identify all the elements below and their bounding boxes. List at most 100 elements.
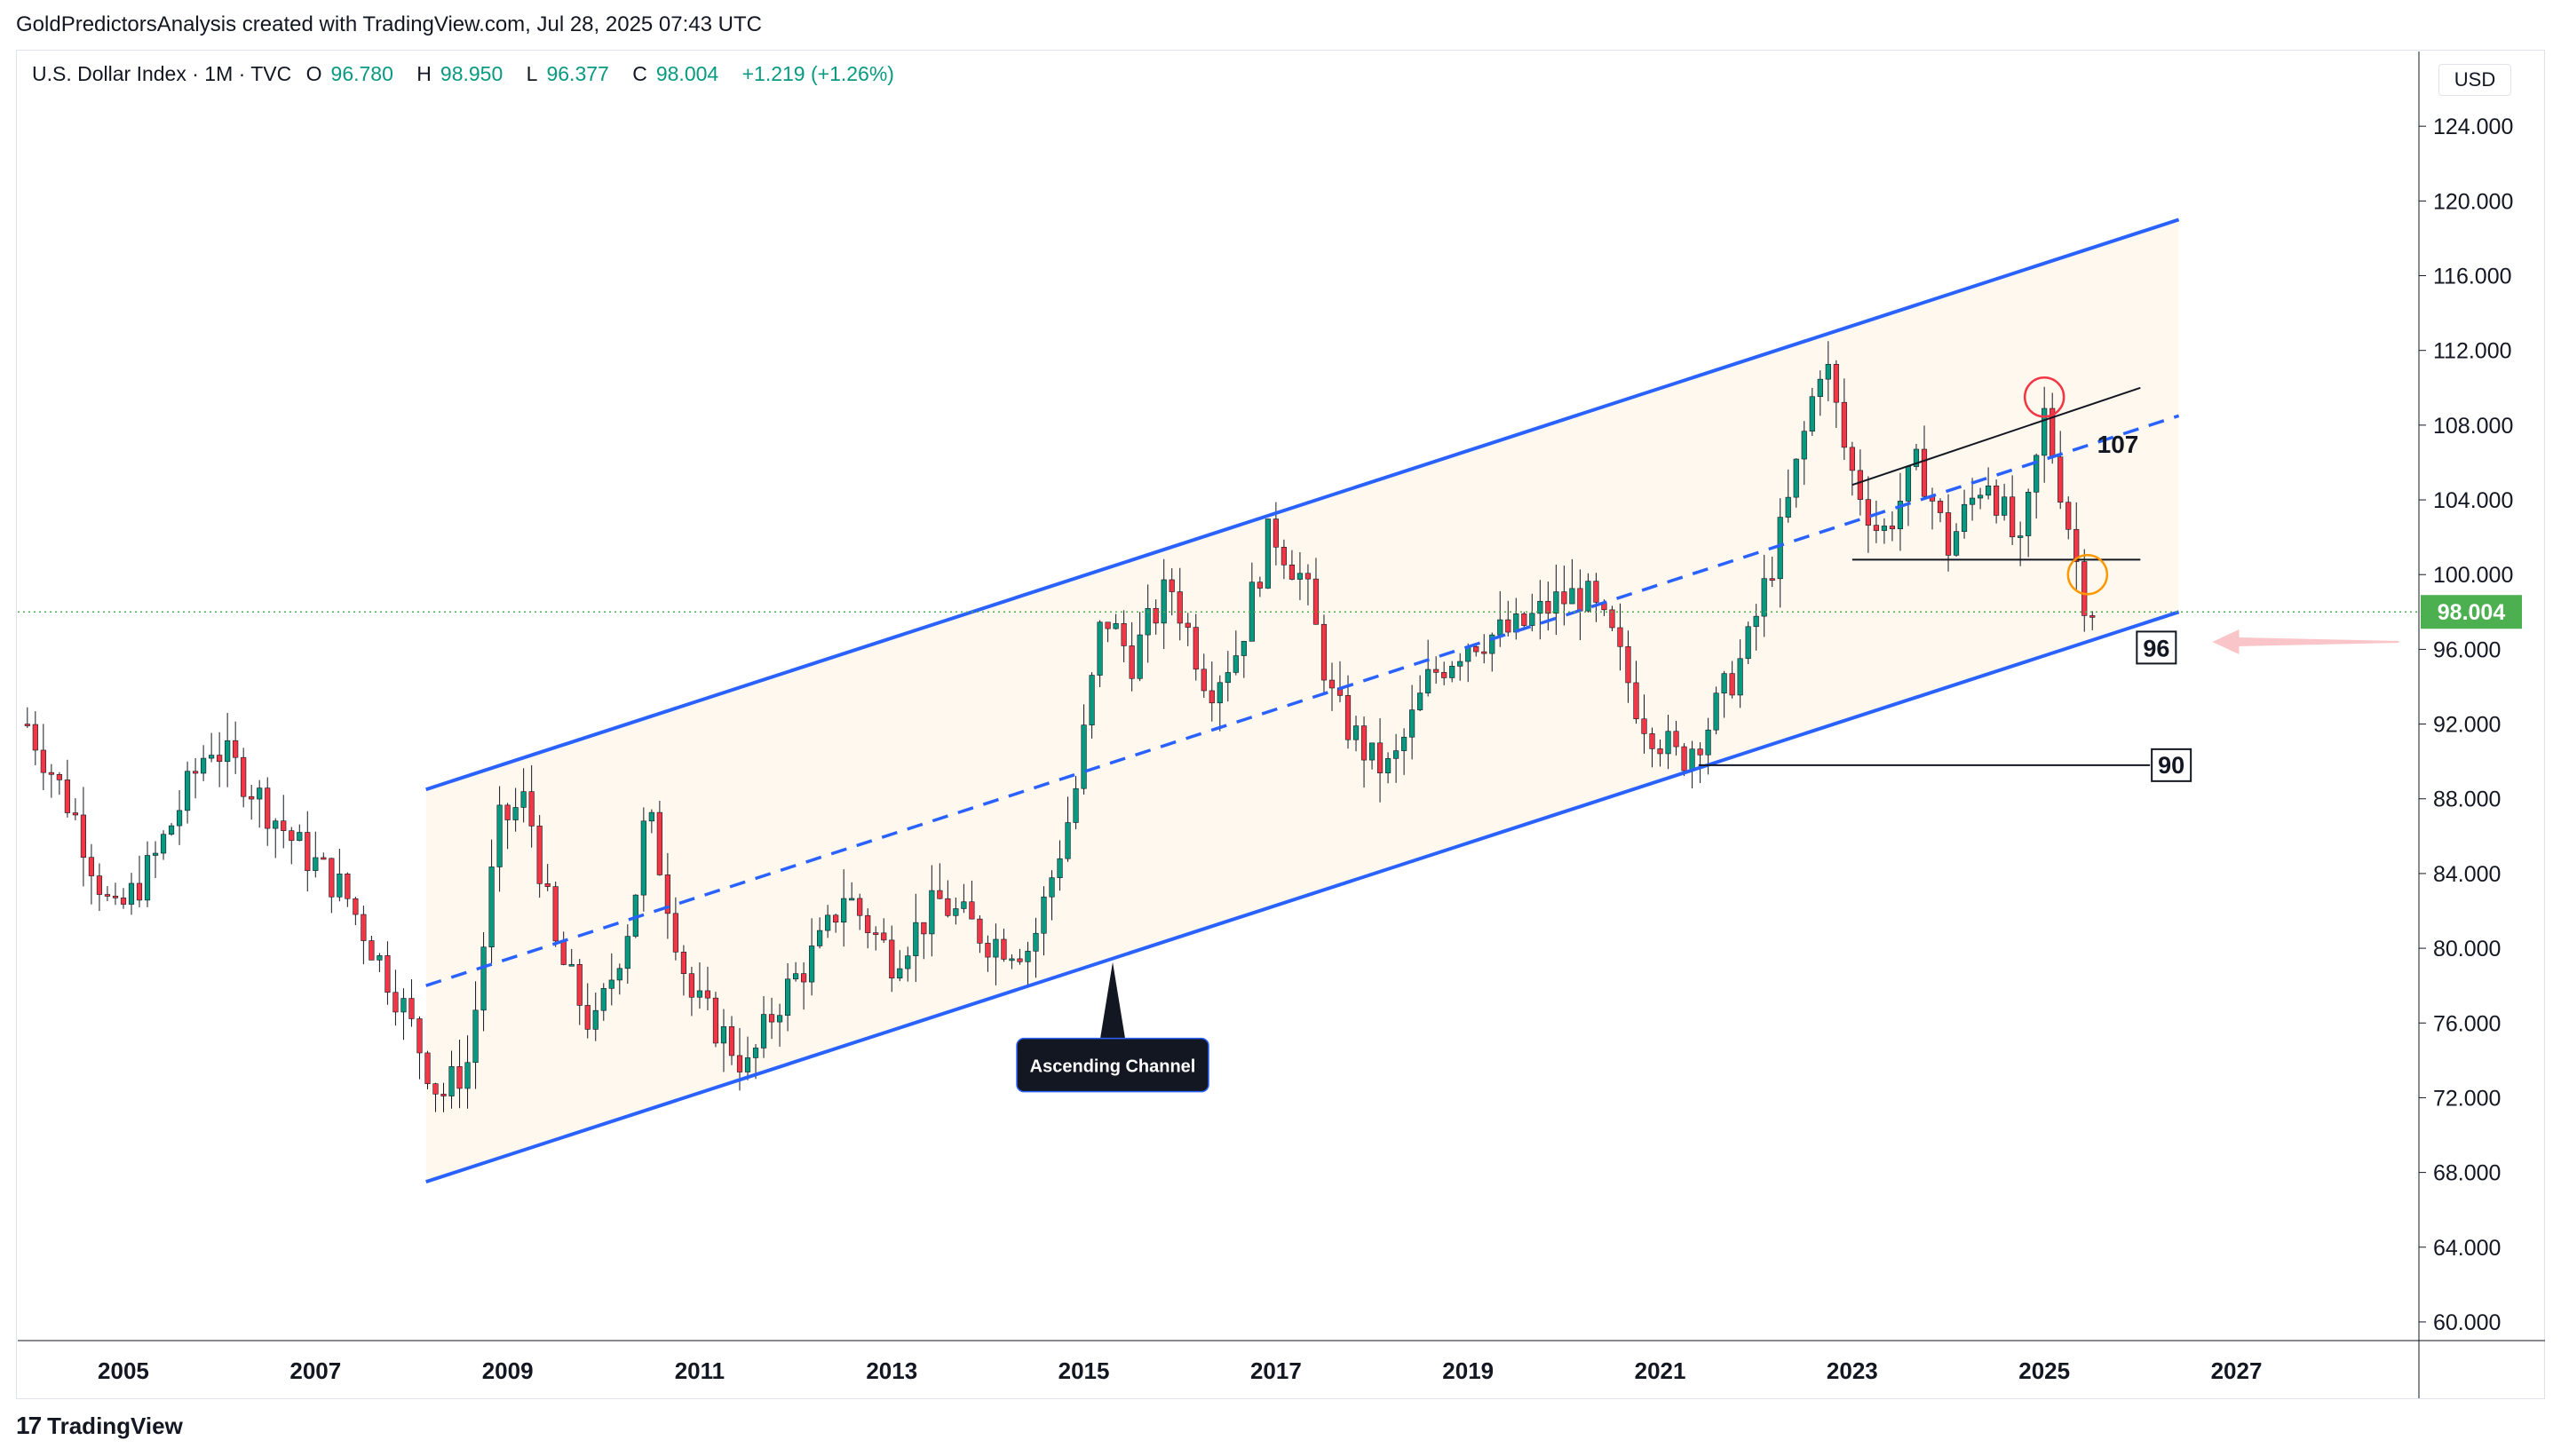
candle-body — [624, 936, 630, 969]
candle-body — [1009, 958, 1015, 961]
y-tick-label: 88.000 — [2433, 787, 2501, 812]
candle-body — [1785, 496, 1791, 518]
close-label: C — [632, 62, 647, 85]
candle-body — [2081, 561, 2088, 616]
candle-body — [1241, 640, 1247, 656]
candle-body — [544, 883, 551, 887]
candle-body — [392, 992, 399, 1013]
candle-body — [136, 882, 143, 901]
candle-body — [168, 825, 175, 835]
channel-lower-line[interactable] — [425, 610, 2180, 1184]
y-tick-label: 108.000 — [2433, 414, 2513, 439]
ascending-channel-callout[interactable] — [1016, 1037, 1209, 1093]
candle-body — [241, 756, 247, 797]
currency-button[interactable]: USD — [2438, 64, 2511, 96]
candle-body — [704, 990, 711, 999]
candle-body — [1025, 951, 1031, 962]
candle-body — [225, 740, 231, 763]
candle-body — [2065, 502, 2072, 530]
candle-body — [217, 755, 223, 763]
pattern-top-line[interactable] — [1851, 386, 2141, 487]
level-96-box — [2136, 630, 2177, 665]
candle-body — [1217, 682, 1223, 704]
candle-body — [361, 914, 367, 941]
tradingview-footer[interactable]: 17 TradingView — [16, 1412, 183, 1440]
candle-body — [2089, 615, 2096, 618]
candle-body — [728, 1026, 735, 1056]
candle-body — [696, 990, 703, 998]
candle-body — [209, 755, 215, 759]
candle-body — [680, 952, 687, 974]
candle-body — [1409, 709, 1415, 738]
candle-body — [929, 890, 935, 935]
candle-body — [656, 811, 662, 875]
candle-body — [1473, 645, 1479, 653]
candle-body — [1057, 858, 1063, 878]
change-value: +1.219 (+1.26%) — [741, 62, 894, 85]
candle-body — [1265, 518, 1271, 589]
last-price-badge — [2421, 595, 2522, 629]
candle-body — [825, 914, 831, 931]
x-tick-label: 2005 — [98, 1357, 149, 1384]
level-107-label: 107 — [2097, 431, 2139, 458]
candle-body — [1017, 958, 1023, 962]
candle-body — [1905, 466, 1912, 502]
level-90-box — [2151, 748, 2192, 782]
candle-body — [184, 771, 191, 811]
y-tick-label: 72.000 — [2433, 1086, 2501, 1111]
ohlc-legend: U.S. Dollar Index · 1M · TVC O 96.780 H 98… — [32, 62, 903, 86]
candle-body — [56, 774, 62, 780]
level-96-label: 96 — [2143, 635, 2169, 661]
candle-body — [953, 908, 959, 916]
x-tick-label: 2019 — [1442, 1357, 1494, 1384]
candle-body — [408, 998, 415, 1019]
candle-body — [201, 757, 207, 774]
candle-body — [849, 898, 855, 901]
candle-body — [385, 955, 391, 993]
candle-body — [592, 1009, 599, 1030]
candle-body — [648, 811, 654, 822]
channel-mid-line[interactable] — [425, 414, 2180, 987]
candle-body — [857, 898, 863, 916]
symbol-label[interactable]: U.S. Dollar Index · 1M · TVC — [32, 62, 292, 85]
candle-body — [1673, 731, 1679, 748]
candle-body — [576, 963, 583, 1006]
candle-body — [496, 804, 503, 867]
candle-body — [281, 820, 287, 831]
candle-body — [1185, 622, 1191, 628]
candle-body — [1961, 503, 1968, 532]
candle-body — [512, 807, 519, 820]
candle-body — [1937, 501, 1944, 513]
candle-body — [1201, 669, 1207, 692]
candle-body — [977, 918, 983, 944]
candle-body — [1793, 458, 1799, 498]
candle-body — [480, 946, 487, 1011]
candle-body — [672, 913, 678, 953]
chart-frame[interactable] — [16, 50, 2545, 1399]
candle-body — [2010, 496, 2016, 538]
arrow-left-icon — [2212, 629, 2399, 654]
candle-body — [961, 901, 967, 909]
open-value: 96.780 — [330, 62, 393, 85]
candle-body — [313, 857, 319, 871]
candle-body — [1105, 621, 1111, 629]
y-tick-label: 116.000 — [2433, 265, 2512, 289]
breakdown-circle-marker — [2066, 553, 2109, 596]
candle-body — [712, 997, 719, 1044]
y-tick-label: 80.000 — [2433, 937, 2501, 961]
y-tick-label: 76.000 — [2433, 1011, 2501, 1036]
candle-body — [528, 791, 535, 827]
tradingview-logo-icon: 17 — [16, 1412, 42, 1439]
candle-body — [472, 1009, 479, 1064]
candle-body — [1753, 615, 1759, 628]
candle-body — [1737, 658, 1743, 696]
candle-body — [1985, 485, 1992, 496]
candle-body — [1328, 679, 1336, 689]
candle-body — [1376, 742, 1384, 773]
channel-upper-line[interactable] — [425, 218, 2180, 792]
x-tick-label: 2009 — [482, 1357, 534, 1384]
candle-body — [817, 930, 823, 946]
candle-body — [1841, 401, 1847, 448]
candle-body — [1585, 581, 1591, 612]
